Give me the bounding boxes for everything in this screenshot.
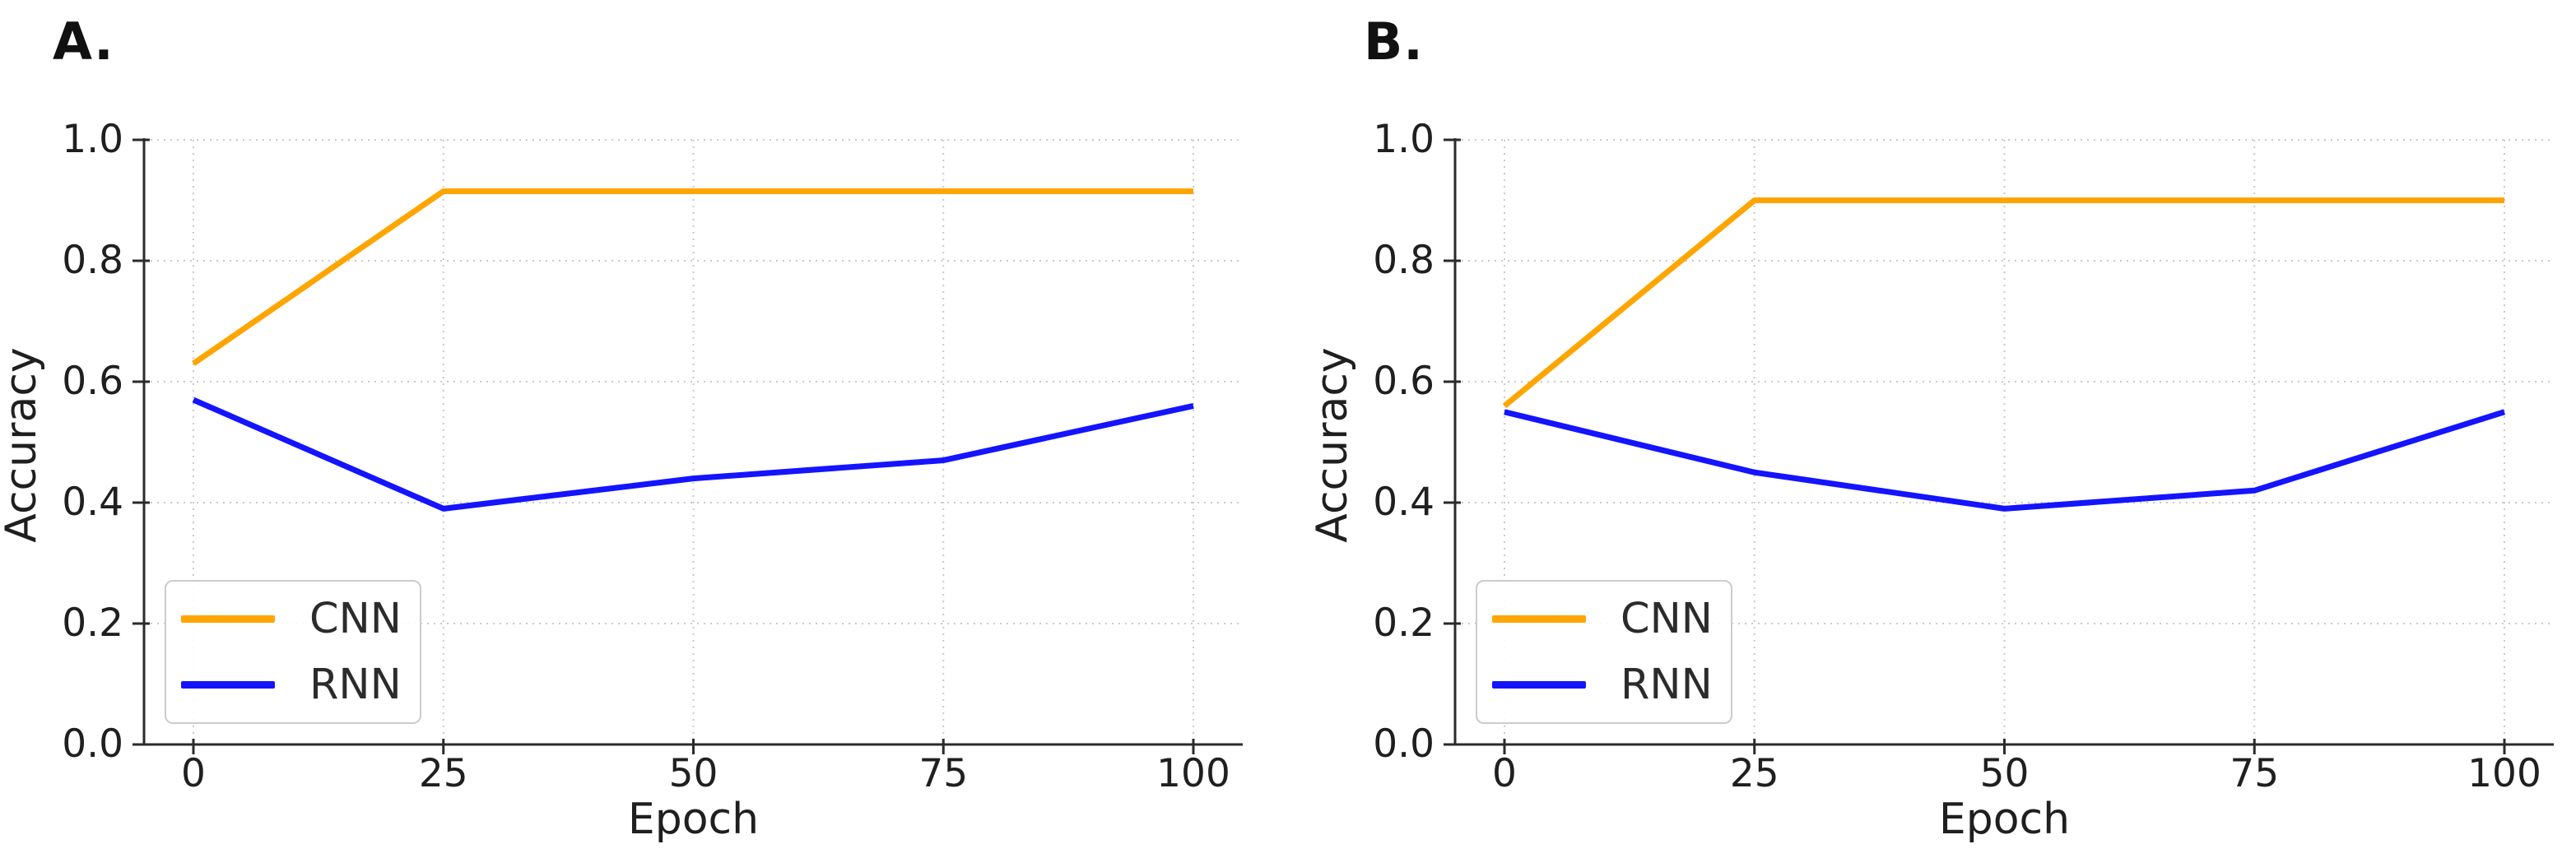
- panel-a: A. Accuracy Epoch CNN RNN 0.0 0.2 0.4 0.6 0.8…: [0, 12, 1243, 844]
- y-tick-label: 0.2: [1373, 601, 1434, 646]
- series-line-rnn: [1504, 409, 2506, 512]
- panel-a-y-axis-label: Accuracy: [0, 347, 46, 543]
- legend-label: RNN: [309, 660, 402, 709]
- y-tick-label: 0.2: [62, 601, 123, 646]
- y-tick-label: 0.0: [62, 721, 123, 767]
- legend-label: CNN: [309, 595, 402, 644]
- x-tick-label: 0: [181, 751, 206, 796]
- legend-line-rnn: [181, 680, 275, 689]
- panel-b-x-axis-label: Epoch: [1938, 795, 2071, 844]
- panel-b-y-axis-label: Accuracy: [1308, 347, 1357, 543]
- series-line-rnn: [192, 397, 1194, 512]
- panel-a-plot: [133, 138, 1243, 754]
- y-tick-label: 1.0: [1373, 117, 1434, 162]
- legend-label: RNN: [1620, 660, 1713, 709]
- panel-b-title: B.: [1364, 12, 1424, 72]
- x-tick-label: 75: [2230, 751, 2280, 796]
- y-tick-label: 0.4: [1373, 480, 1434, 525]
- panel-a-title: A.: [53, 12, 114, 72]
- panel-b: B. Accuracy Epoch CNN RNN 0.0 0.2 0.4 0.6 0.8…: [1308, 0, 2576, 858]
- y-tick-label: 0.6: [62, 359, 123, 404]
- x-tick-label: 100: [1156, 751, 1230, 796]
- x-tick-label: 25: [418, 751, 468, 796]
- x-tick-label: 75: [918, 751, 969, 796]
- y-tick-label: 0.6: [1373, 359, 1434, 404]
- y-tick-label: 0.0: [1373, 721, 1434, 767]
- x-tick-label: 50: [1979, 751, 2030, 796]
- y-tick-label: 0.8: [1373, 238, 1434, 283]
- legend-line-cnn: [1492, 615, 1586, 624]
- panel-b-plot: [1444, 138, 2554, 754]
- legend-entry: CNN: [1492, 587, 1716, 652]
- y-tick-label: 0.8: [62, 238, 123, 283]
- legend-line-cnn: [181, 615, 275, 624]
- x-tick-label: 0: [1492, 751, 1517, 796]
- x-tick-label: 50: [668, 751, 718, 796]
- x-tick-label: 100: [2467, 751, 2541, 796]
- legend-line-rnn: [1492, 680, 1586, 689]
- panel-a-legend: CNN RNN: [165, 580, 421, 724]
- series-line-cnn: [1502, 197, 2504, 409]
- panel-b-legend: CNN RNN: [1476, 580, 1732, 724]
- y-tick-label: 1.0: [62, 117, 123, 162]
- x-tick-label: 25: [1729, 751, 1779, 796]
- panel-a-x-axis-label: Epoch: [627, 795, 760, 844]
- legend-entry: CNN: [181, 587, 405, 652]
- series-line-cnn: [192, 188, 1193, 366]
- legend-label: CNN: [1620, 595, 1713, 644]
- y-tick-label: 0.4: [62, 480, 123, 525]
- legend-entry: RNN: [1492, 652, 1716, 718]
- legend-entry: RNN: [181, 652, 405, 718]
